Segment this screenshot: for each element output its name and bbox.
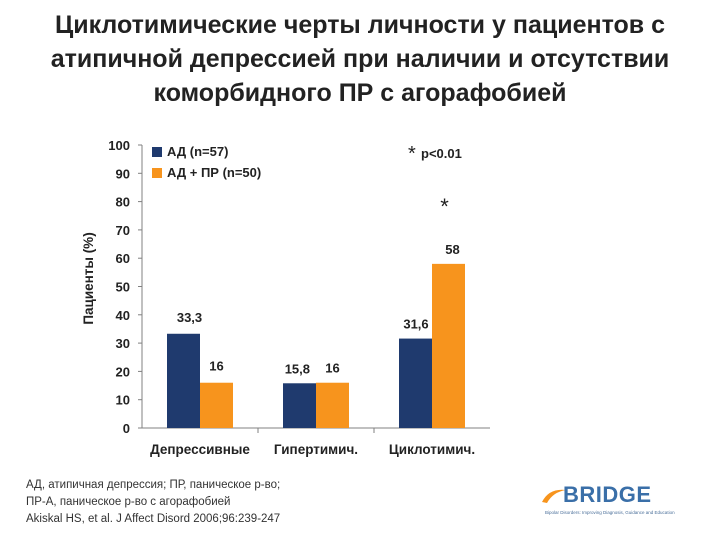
y-tick-label: 50 [116,280,130,295]
legend-label: АД (n=57) [167,144,228,159]
bar [432,263,465,428]
y-tick-label: 90 [116,166,130,181]
footnote-line: АД, атипичная депрессия; ПР, паническое … [26,479,281,491]
bar [316,382,349,428]
y-tick-label: 20 [116,364,130,379]
data-label: 16 [325,361,339,376]
bridge-logo: BRIDGE Bipolar Disorders: Improving Diag… [535,476,705,526]
bar [167,333,200,428]
data-label: 15,8 [285,361,310,376]
bar [399,338,432,428]
legend-label: АД + ПР (n=50) [167,165,261,180]
footnote-line: ПР-А, паническое р-во с агорафобией [26,496,231,508]
citation: Akiskal HS, et al. J Affect Disord 2006;… [26,513,281,525]
y-tick-label: 60 [116,251,130,266]
significance-marker-bar: * [440,194,449,219]
title-line: атипичной депрессией при наличии и отсут… [50,45,670,73]
data-label: 31,6 [403,317,428,332]
data-label: 33,3 [177,310,202,325]
footnotes: АД, атипичная депрессия; ПР, паническое … [26,477,280,528]
y-tick-label: 0 [123,421,130,436]
logo-swoosh-icon [542,489,566,503]
x-tick-label: Депрессивные [150,442,250,457]
significance-marker: * [408,143,416,165]
data-label: 58 [445,242,459,257]
y-tick-label: 30 [116,336,130,351]
x-tick-label: Циклотимич. [389,442,475,457]
significance-note: p<0.01 [421,146,462,161]
slide-title: Циклотимические черты личности у пациент… [0,8,720,110]
y-tick-label: 100 [108,138,130,153]
bar [283,383,316,428]
y-axis-label: Пациенты (%) [81,232,96,324]
y-tick-label: 10 [116,393,130,408]
logo-tagline: Bipolar Disorders: Improving Diagnosis, … [545,510,675,515]
legend-swatch [152,147,162,157]
y-tick-label: 40 [116,308,130,323]
y-tick-label: 70 [116,223,130,238]
data-label: 16 [209,359,223,374]
logo-word: BRIDGE [563,482,652,507]
y-tick-label: 80 [116,195,130,210]
title-line: Циклотимические черты личности у пациент… [54,11,665,39]
bar [200,382,233,428]
title-line: коморбидного ПР с агорафобией [153,79,567,107]
legend-swatch [152,168,162,178]
x-tick-label: Гипертимич. [274,442,358,457]
